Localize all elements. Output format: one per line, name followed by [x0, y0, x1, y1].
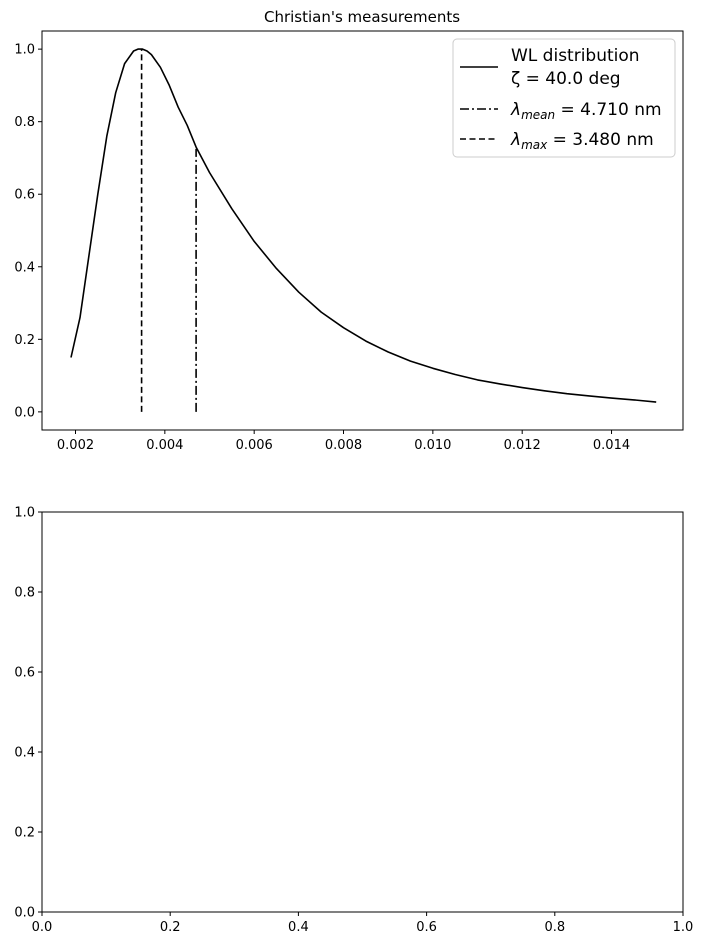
- plot-frame: [41, 30, 684, 431]
- y-tick-label: 0.8: [14, 586, 35, 601]
- legend: WL distribution ζ = 40.0 deg λmean = 4.7…: [452, 38, 676, 158]
- x-tick-label: 0.4: [288, 920, 309, 935]
- chart-title: Christian's measurements: [264, 8, 460, 26]
- x-tick-label: 0.002: [57, 438, 94, 453]
- y-tick-label: 0.2: [14, 826, 35, 841]
- x-tick-label: 0.6: [416, 920, 437, 935]
- series-line-0: [70, 48, 657, 403]
- x-tick-label: 0.004: [146, 438, 183, 453]
- y-tick-label: 0.0: [14, 906, 35, 921]
- legend-label-max: λmax = 3.480 nm: [510, 130, 654, 152]
- y-tick-label: 0.4: [14, 746, 35, 761]
- legend-label-distribution: WL distribution: [511, 46, 640, 66]
- y-tick-label: 1.0: [14, 506, 35, 521]
- x-tick-label: 1.0: [673, 920, 694, 935]
- chart-top: Christian's measurements 0.002 0.004 0.006…: [14, 8, 684, 453]
- legend-label-zenith: ζ = 40.0 deg: [511, 69, 621, 89]
- chart-bottom: 0.0 0.2 0.4 0.6 0.8 1.0 0.0 0.2 0.4 0.6 0.8 1.0: [14, 506, 693, 936]
- x-tick-label: 0.012: [504, 438, 541, 453]
- x-axis: 0.002 0.004 0.006 0.008 0.010 0.012 0.014: [57, 430, 630, 453]
- plot-frame: [41, 511, 684, 913]
- x-tick-label: 0.0: [32, 920, 53, 935]
- legend-box: [452, 38, 676, 158]
- y-axis: 0.0 0.2 0.4 0.6 0.8 1.0: [14, 506, 42, 921]
- y-tick-label: 1.0: [14, 43, 35, 58]
- x-tick-label: 0.8: [544, 920, 565, 935]
- x-tick-label: 0.2: [160, 920, 181, 935]
- x-tick-label: 0.010: [414, 438, 451, 453]
- y-tick-label: 0.2: [14, 333, 35, 348]
- x-tick-label: 0.006: [236, 438, 273, 453]
- y-tick-label: 0.6: [14, 188, 35, 203]
- y-tick-label: 0.8: [14, 115, 35, 130]
- x-tick-label: 0.008: [325, 438, 362, 453]
- y-axis: 0.0 0.2 0.4 0.6 0.8 1.0: [14, 43, 42, 420]
- y-tick-label: 0.6: [14, 666, 35, 681]
- x-axis: 0.0 0.2 0.4 0.6 0.8 1.0: [32, 912, 694, 935]
- legend-label-mean: λmean = 4.710 nm: [510, 100, 662, 122]
- y-tick-label: 0.4: [14, 260, 35, 275]
- y-tick-label: 0.0: [14, 405, 35, 420]
- plot-lines: [70, 48, 657, 412]
- x-tick-label: 0.014: [593, 438, 630, 453]
